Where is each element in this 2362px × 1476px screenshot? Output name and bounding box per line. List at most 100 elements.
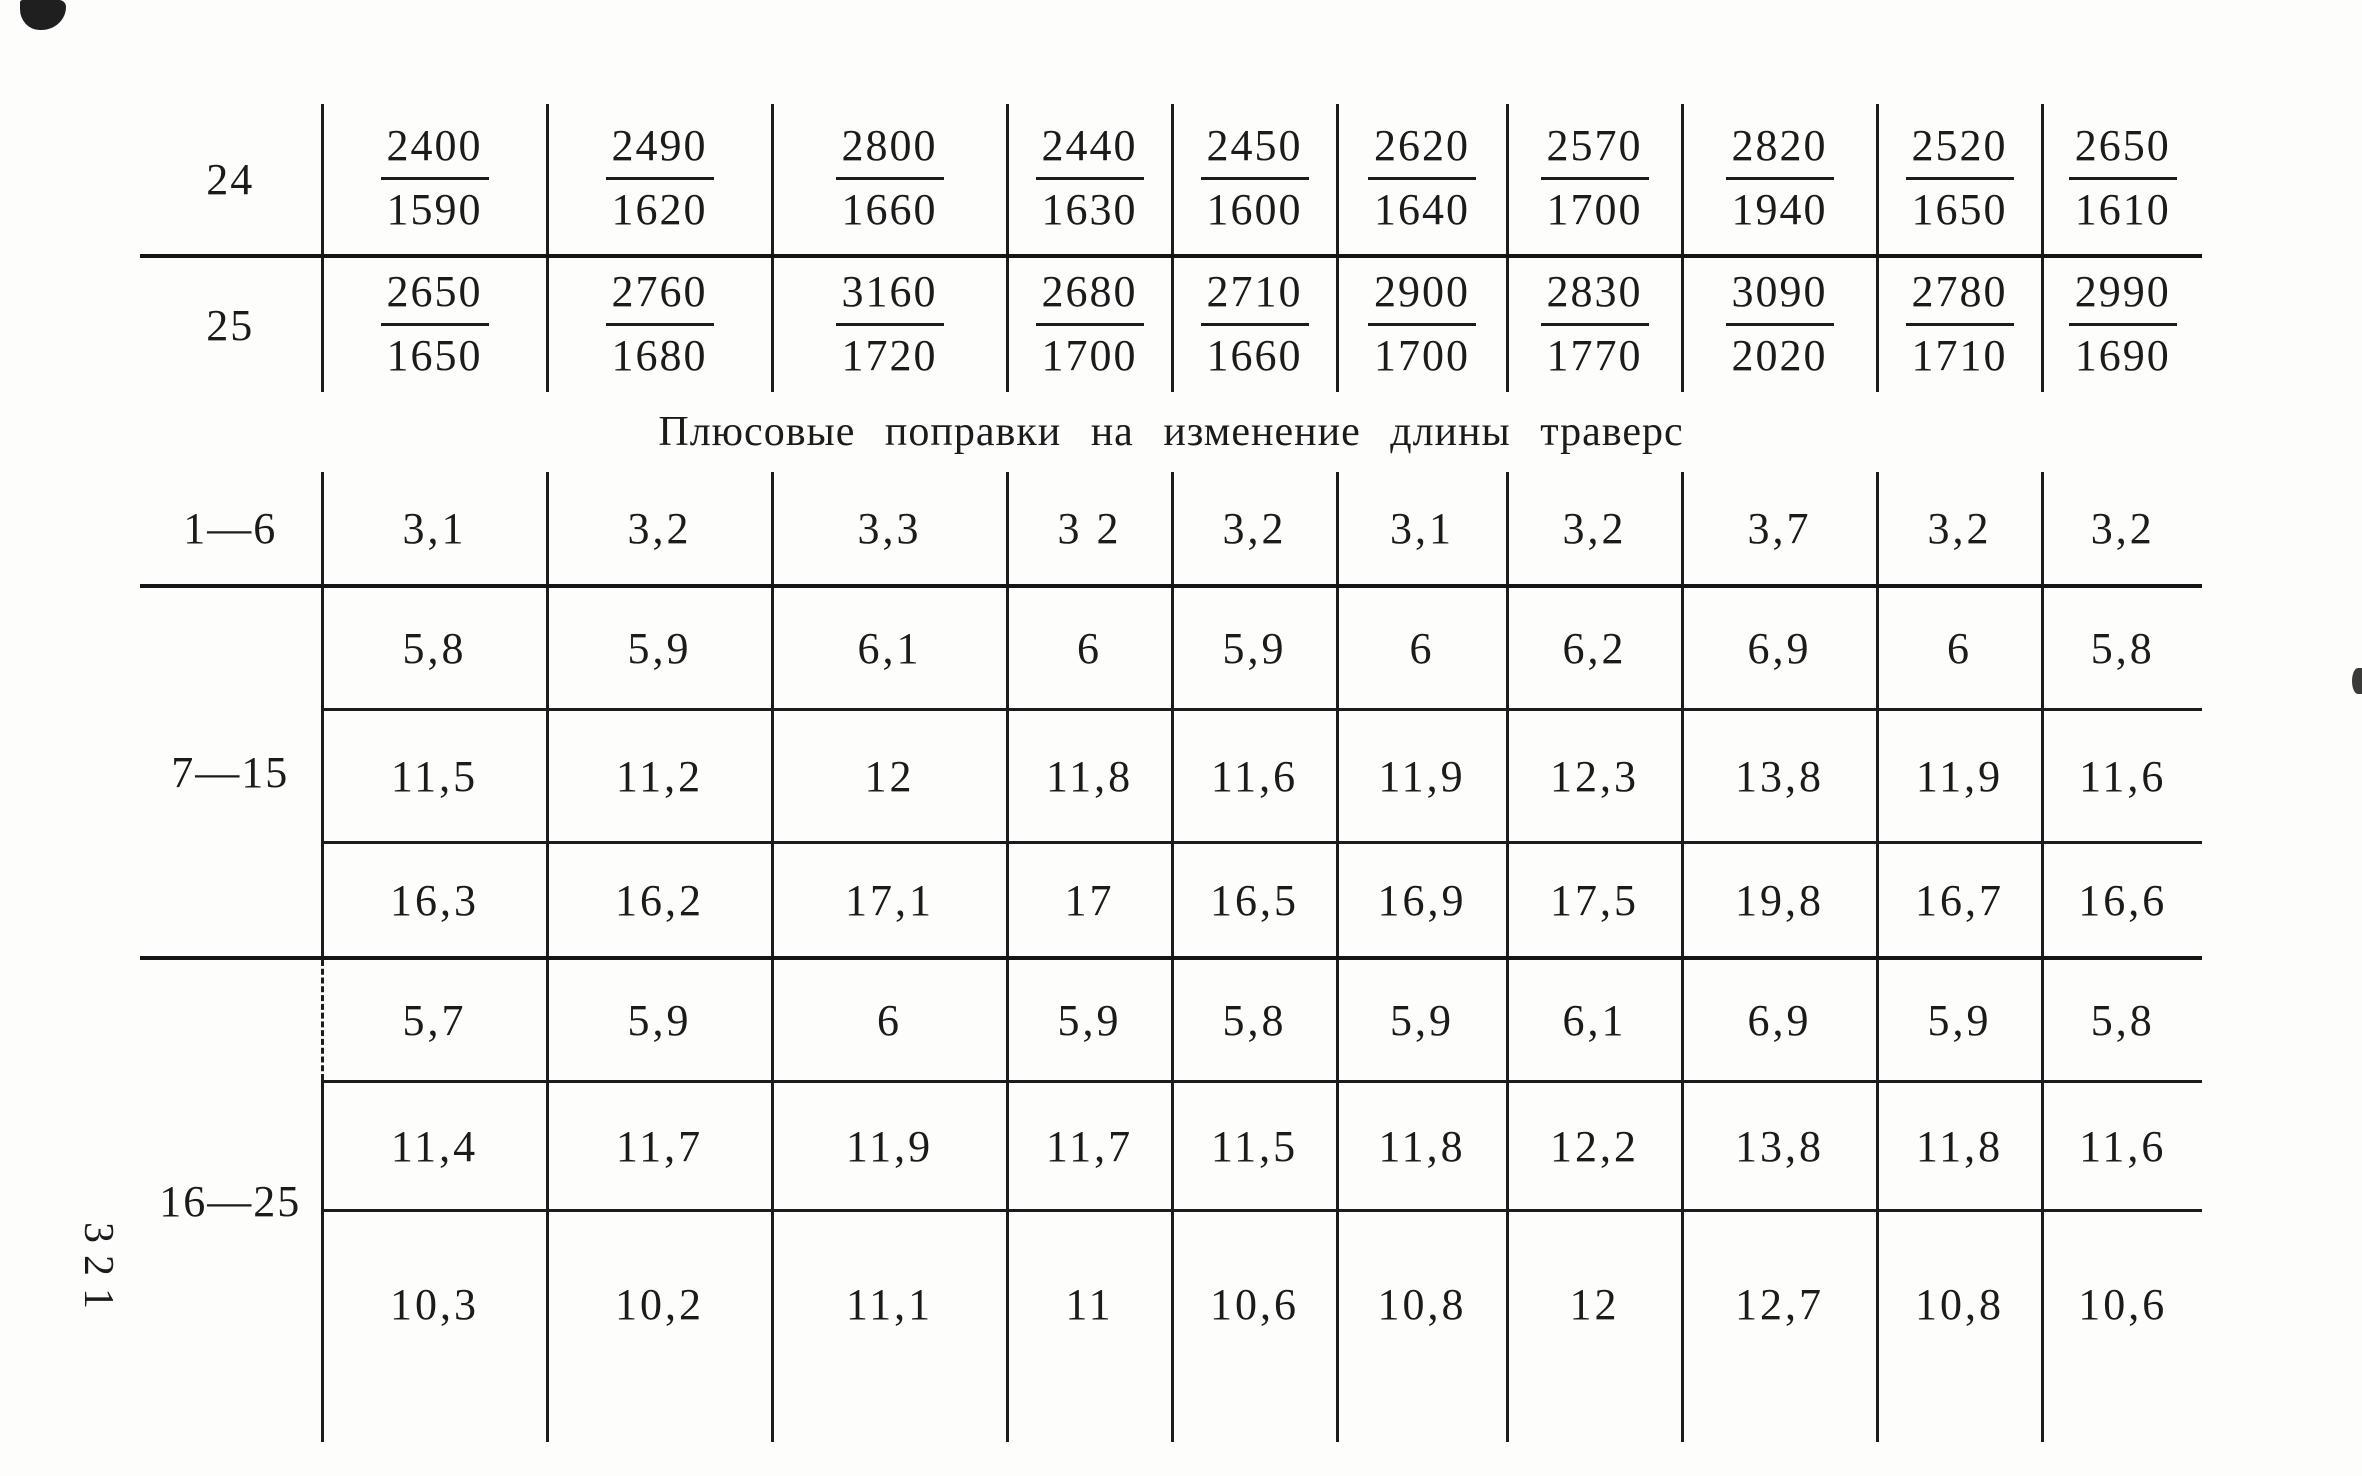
value-cell: 19,8 bbox=[1680, 842, 1877, 960]
fraction-numerator: 2900 bbox=[1374, 267, 1470, 317]
fraction-cell: 2400 1590 bbox=[320, 104, 547, 258]
value-cell: 5,7 bbox=[320, 958, 547, 1083]
value-cell: 3,7 bbox=[1680, 472, 1877, 588]
value-cell: 3,1 bbox=[1335, 472, 1507, 588]
fraction-cell: 2650 1610 bbox=[2040, 104, 2202, 258]
value-cell: 11 bbox=[1005, 1210, 1172, 1442]
value-cell: 11,6 bbox=[2040, 709, 2202, 844]
value-cell: 17,5 bbox=[1505, 842, 1682, 960]
value-cell: 13,8 bbox=[1680, 1081, 1877, 1212]
fraction-cell: 2570 1700 bbox=[1505, 104, 1682, 258]
fraction: 2710 1660 bbox=[1200, 269, 1309, 378]
fraction-denominator: 1610 bbox=[2068, 176, 2177, 233]
value-cell: 6,2 bbox=[1505, 586, 1682, 711]
fraction-cell: 2780 1710 bbox=[1875, 256, 2042, 392]
value-cell: 10,8 bbox=[1335, 1210, 1507, 1442]
fraction-cell: 2650 1650 bbox=[320, 256, 547, 392]
scan-artifact bbox=[20, 0, 66, 30]
fraction: 2450 1600 bbox=[1200, 123, 1309, 233]
value-cell: 11,5 bbox=[1170, 1081, 1337, 1212]
fraction-cell: 2450 1600 bbox=[1170, 104, 1337, 258]
value-cell: 12 bbox=[1505, 1210, 1682, 1442]
value-cell: 16,7 bbox=[1875, 842, 2042, 960]
fraction-cell: 2490 1620 bbox=[545, 104, 772, 258]
fraction: 2680 1700 bbox=[1035, 267, 1144, 378]
value-cell: 17 bbox=[1005, 842, 1172, 960]
fraction: 2570 1700 bbox=[1540, 123, 1649, 232]
fraction-cell: 2900 1700 bbox=[1335, 256, 1507, 392]
fraction-numerator: 2990 bbox=[2074, 267, 2171, 317]
fraction-denominator: 1700 bbox=[1368, 322, 1476, 379]
fraction-cell: 2680 1700 bbox=[1005, 256, 1172, 392]
value-cell: 12,7 bbox=[1680, 1210, 1877, 1442]
row-label: 24 bbox=[140, 104, 322, 258]
fraction: 2760 1680 bbox=[605, 269, 714, 378]
fraction-numerator: 2490 bbox=[611, 121, 708, 171]
value-cell: 11,6 bbox=[2040, 1081, 2202, 1212]
fraction-numerator: 3090 bbox=[1731, 267, 1828, 317]
value-cell: 3 2 bbox=[1005, 472, 1172, 588]
fraction-numerator: 2520 bbox=[1911, 121, 2008, 171]
value-cell: 6,9 bbox=[1680, 958, 1877, 1083]
fraction-denominator: 1690 bbox=[2068, 322, 2177, 379]
value-cell: 6 bbox=[1335, 586, 1507, 711]
fraction-cell: 2820 1940 bbox=[1680, 104, 1877, 258]
fraction-cell: 2800 1660 bbox=[770, 104, 1007, 258]
value-cell: 11,9 bbox=[1335, 709, 1507, 844]
fraction-numerator: 2820 bbox=[1731, 121, 1828, 171]
fraction-numerator: 2400 bbox=[386, 121, 483, 171]
fraction: 2520 1650 bbox=[1905, 121, 2014, 232]
value-cell: 5,8 bbox=[2040, 958, 2202, 1083]
fraction-cell: 2520 1650 bbox=[1875, 104, 2042, 258]
value-cell: 10,6 bbox=[1170, 1210, 1337, 1442]
fraction: 2780 1710 bbox=[1905, 267, 2014, 378]
fraction-denominator: 1620 bbox=[605, 176, 714, 233]
value-cell: 3,2 bbox=[545, 472, 772, 588]
fraction-cell: 2710 1660 bbox=[1170, 256, 1337, 392]
fraction-numerator: 2830 bbox=[1546, 267, 1643, 317]
fraction: 2830 1770 bbox=[1540, 267, 1649, 378]
value-cell: 11,1 bbox=[770, 1210, 1007, 1442]
value-cell: 17,1 bbox=[770, 842, 1007, 960]
value-cell: 11,2 bbox=[545, 709, 772, 844]
value-cell: 11,7 bbox=[1005, 1081, 1172, 1212]
value-cell: 11,7 bbox=[545, 1081, 772, 1212]
fraction-denominator: 1590 bbox=[380, 176, 489, 233]
fraction-denominator: 2020 bbox=[1725, 322, 1834, 379]
fraction: 2400 1590 bbox=[380, 121, 489, 233]
upper-fraction-table: 24 2400 1590 2490 1620 2800 1660 2440 1630 2… bbox=[140, 104, 2202, 392]
fraction: 3160 1720 bbox=[835, 269, 944, 378]
value-cell: 10,8 bbox=[1875, 1210, 2042, 1442]
value-cell: 3,1 bbox=[320, 472, 547, 588]
table-row: 11,4 11,7 11,9 11,7 11,5 11,8 12,2 13,8 … bbox=[140, 1081, 2202, 1212]
value-cell: 12,3 bbox=[1505, 709, 1682, 844]
value-cell: 5,9 bbox=[1005, 958, 1172, 1083]
value-cell: 10,2 bbox=[545, 1210, 772, 1442]
value-cell: 5,9 bbox=[1335, 958, 1507, 1083]
fraction-denominator: 1600 bbox=[1200, 176, 1309, 233]
scan-artifact bbox=[2352, 668, 2362, 694]
fraction: 2820 1940 bbox=[1725, 121, 1834, 233]
fraction-cell: 2990 1690 bbox=[2040, 256, 2202, 392]
value-cell: 3,2 bbox=[1875, 472, 2042, 588]
fraction-numerator: 2680 bbox=[1041, 267, 1138, 317]
corrections-table: 1—6 3,1 3,2 3,3 3 2 3,2 3,1 3,2 3,7 3,2 … bbox=[140, 472, 2202, 1442]
table-row: 16—25 5,7 5,9 6 5,9 5,8 5,9 6,1 6,9 5,9 … bbox=[140, 958, 2202, 1226]
value-cell: 10,3 bbox=[320, 1210, 547, 1442]
fraction-denominator: 1640 bbox=[1368, 176, 1476, 233]
fraction-cell: 2620 1640 bbox=[1335, 104, 1507, 258]
fraction-numerator: 2800 bbox=[841, 121, 938, 171]
value-cell: 3,2 bbox=[2040, 472, 2202, 588]
table-row: 16,3 16,2 17,1 17 16,5 16,9 17,5 19,8 16… bbox=[140, 842, 2202, 960]
value-cell: 12,2 bbox=[1505, 1081, 1682, 1212]
fraction-denominator: 1940 bbox=[1725, 176, 1834, 233]
value-cell: 10,6 bbox=[2040, 1210, 2202, 1442]
value-cell: 5,8 bbox=[2040, 586, 2202, 711]
value-cell: 16,5 bbox=[1170, 842, 1337, 960]
fraction-denominator: 1660 bbox=[835, 176, 944, 233]
page-number: 321 bbox=[75, 1222, 121, 1321]
fraction-numerator: 2780 bbox=[1911, 267, 2008, 317]
value-cell: 6 bbox=[1875, 586, 2042, 711]
table-row: 1—6 3,1 3,2 3,3 3 2 3,2 3,1 3,2 3,7 3,2 … bbox=[140, 472, 2202, 588]
fraction: 3090 2020 bbox=[1725, 267, 1834, 379]
